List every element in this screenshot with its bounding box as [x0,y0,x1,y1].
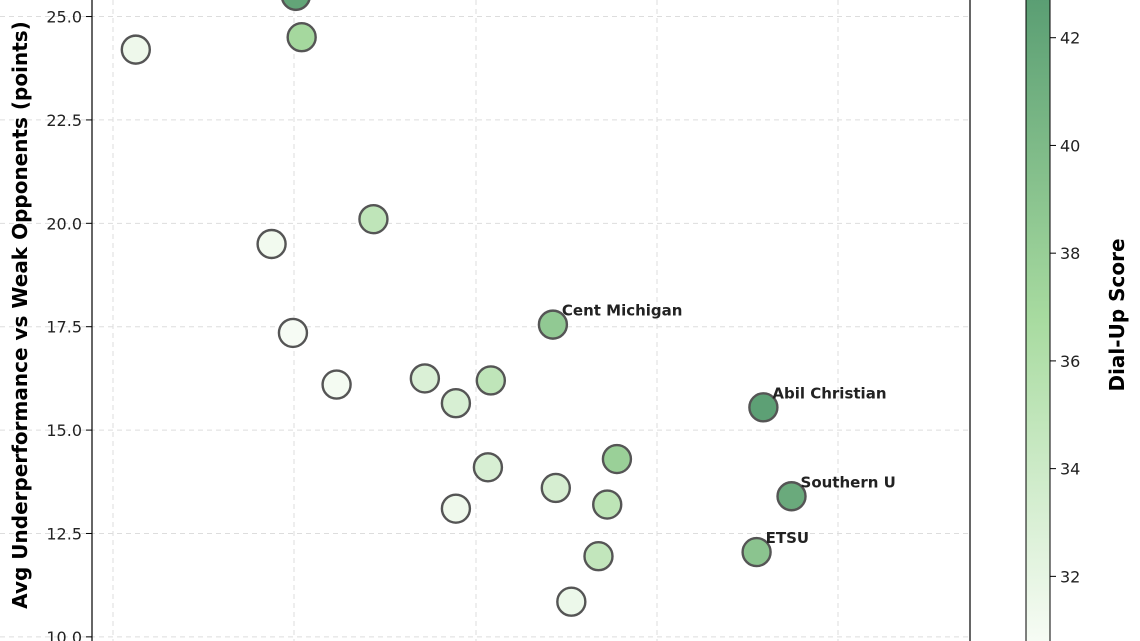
colorbar-label: Dial-Up Score [1105,238,1129,391]
data-point [592,489,623,520]
data-point [583,541,614,572]
colorbar-tick-label: 34 [1060,460,1080,479]
colorbar-ticks: 32 34 36 38 40 42 [1050,29,1080,586]
y-axis-label: Avg Underperformance vs Weak Opponents (… [8,21,32,609]
data-point [321,369,352,400]
y-tick-label: 12.5 [46,524,82,543]
data-point [601,443,633,475]
y-tick-label: 17.5 [46,318,82,337]
plot-area: Cent Michigan Abil Christian Southern U ETS… [0,0,971,641]
data-point [440,493,472,524]
y-tick-label: 15.0 [46,421,82,440]
colorbar-gradient [1025,0,1051,641]
data-point [540,472,572,504]
data-point [776,481,807,512]
data-points [120,0,807,617]
y-tick-label: 25.0 [46,8,82,27]
point-label: Southern U [801,473,896,491]
x-gridlines [112,0,839,641]
colorbar-tick-label: 38 [1060,244,1080,263]
data-point [537,309,569,340]
data-point [409,363,441,394]
data-point [120,34,152,65]
colorbar-tick-label: 40 [1060,136,1080,155]
data-point [472,452,504,483]
colorbar-tick-label: 36 [1060,352,1080,371]
data-point [741,536,772,568]
point-label: Cent Michigan [562,302,683,320]
y-tick-label: 20.0 [46,214,82,233]
y-tick-label: 10.0 [46,628,82,641]
data-point [556,586,587,617]
data-point [440,388,472,419]
data-point [748,392,779,423]
colorbar: 32 34 36 38 40 42 Dial-Up Score [1025,0,1129,641]
colorbar-tick-label: 32 [1060,567,1080,586]
data-point [256,228,287,260]
data-point [358,203,389,235]
data-point [281,0,311,12]
point-labels: Cent Michigan Abil Christian Southern U ETS… [562,302,896,547]
data-point [277,317,309,349]
data-point [286,22,317,53]
point-label: ETSU [766,529,809,547]
data-point [475,365,507,396]
plot-background [0,0,970,641]
y-axis: 10.0 12.5 15.0 17.5 20.0 22.5 25.0 [46,8,92,641]
colorbar-tick-label: 42 [1060,29,1080,48]
point-label: Abil Christian [772,384,886,402]
y-tick-label: 22.5 [46,111,82,130]
